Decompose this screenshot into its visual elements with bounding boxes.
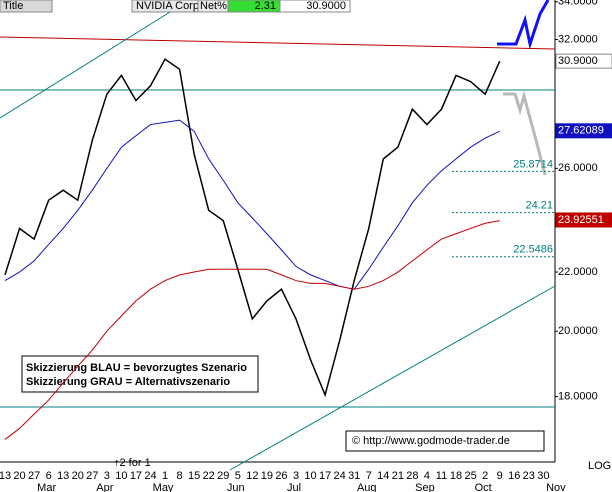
y-tick-label: 32.0000 — [558, 33, 598, 45]
price-tag — [555, 212, 612, 228]
header-box — [279, 0, 351, 13]
level-label: 25.8714 — [513, 158, 553, 170]
x-tick-label: 14 — [377, 470, 389, 482]
series-line — [4, 220, 500, 440]
y-tick-label: 18.0000 — [558, 391, 598, 403]
price-tag-label: 27.62089 — [558, 125, 604, 137]
x-tick-label: 27 — [86, 470, 98, 482]
price-tag-label: 23.92551 — [558, 214, 604, 226]
x-tick-label: 10 — [304, 470, 316, 482]
y-tick-label: 22.0000 — [558, 266, 598, 278]
header-net-label: Net% — [200, 0, 227, 12]
x-tick-label: 28 — [406, 470, 418, 482]
y-tick-label: 20.0000 — [558, 325, 598, 337]
x-tick-label: 16 — [508, 470, 520, 482]
trend-line — [0, 11, 171, 119]
series-line — [4, 119, 500, 290]
month-label: Aug — [357, 482, 377, 492]
price-tag — [555, 123, 612, 139]
x-tick-label: 25 — [464, 470, 476, 482]
y-tick-label: 34.0000 — [558, 0, 598, 8]
scenario-blue — [497, 0, 550, 50]
trend-line — [229, 285, 556, 471]
month-label: Jun — [227, 482, 245, 492]
month-label: Jul — [287, 482, 301, 492]
x-tick-label: 12 — [246, 470, 258, 482]
note-line: Skizzierung BLAU = bevorzugtes Szenario — [26, 362, 247, 374]
x-tick-label: 9 — [497, 470, 503, 482]
note-box — [21, 355, 259, 393]
header-title: Title — [3, 0, 23, 12]
note-line: Skizzierung GRAU = Alternativszenario — [26, 376, 230, 388]
month-label: Apr — [96, 482, 113, 492]
month-label: Sep — [415, 482, 435, 492]
x-tick-label: 11 — [436, 470, 447, 482]
x-tick-label: 27 — [28, 470, 40, 482]
x-tick-label: 19 — [261, 470, 273, 482]
y-tick-label: 26.0000 — [558, 162, 598, 174]
level-label: 24.21 — [525, 200, 553, 212]
x-tick-label: 4 — [424, 470, 430, 482]
x-tick-label: 6 — [46, 470, 52, 482]
month-label: Nov — [546, 482, 566, 492]
x-tick-label: 8 — [177, 470, 183, 482]
month-label: Mar — [37, 482, 56, 492]
copyright: © http://www.godmode-trader.de — [352, 435, 510, 447]
trend-line — [0, 36, 556, 50]
x-tick-label: 30 — [537, 470, 549, 482]
x-tick-label: 17 — [319, 470, 331, 482]
month-label: Oct — [475, 482, 492, 492]
x-tick-label: 26 — [275, 470, 287, 482]
x-tick-label: 15 — [188, 470, 200, 482]
x-tick-label: 29 — [217, 470, 229, 482]
x-tick-label: 24 — [144, 470, 156, 482]
x-tick-label: 5 — [235, 470, 241, 482]
x-tick-label: 20 — [72, 470, 84, 482]
x-tick-label: 13 — [0, 470, 11, 482]
header-last: 30.9000 — [306, 0, 346, 12]
x-tick-label: 3 — [293, 470, 299, 482]
x-tick-label: 13 — [57, 470, 69, 482]
month-label: May — [153, 482, 174, 492]
x-tick-label: 23 — [523, 470, 535, 482]
x-tick-label: 2 — [482, 470, 488, 482]
x-tick-label: 24 — [334, 470, 346, 482]
header-net-value: 2.31 — [255, 0, 276, 12]
series-line — [4, 58, 501, 398]
split-note: ↑2 for 1 — [114, 457, 151, 469]
scale-label: LOG — [588, 460, 611, 472]
header-symbol: NVIDIA Corp — [136, 0, 199, 12]
header-box — [0, 0, 53, 13]
x-tick-label: 10 — [115, 470, 127, 482]
x-tick-label: 1 — [162, 470, 168, 482]
x-tick-label: 21 — [392, 470, 404, 482]
x-tick-label: 3 — [104, 470, 110, 482]
scenario-grey — [503, 90, 547, 176]
x-tick-label: 22 — [203, 470, 215, 482]
level-label: 22.5486 — [513, 244, 553, 256]
x-tick-label: 18 — [450, 470, 462, 482]
x-tick-label: 17 — [130, 470, 142, 482]
x-tick-label: 7 — [366, 470, 372, 482]
copyright-box — [345, 430, 545, 452]
price-tag — [555, 53, 612, 69]
price-tag-label: 30.9000 — [558, 55, 598, 67]
x-tick-label: 20 — [13, 470, 25, 482]
x-tick-label: 31 — [348, 470, 360, 482]
